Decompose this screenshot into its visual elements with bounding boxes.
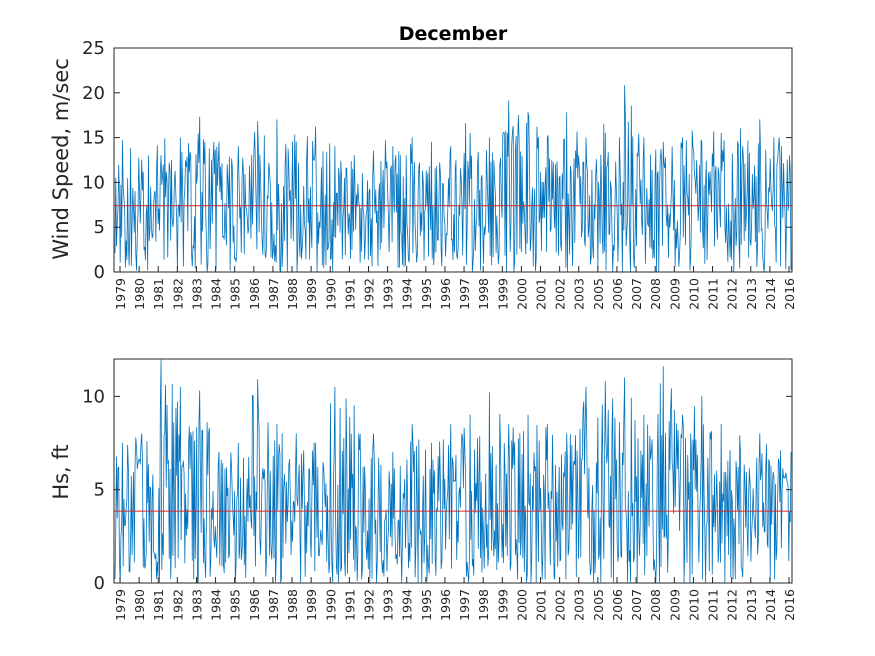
wind-speed-x-tick-label: 1981: [151, 278, 166, 310]
hs-x-tick-label: 1998: [476, 589, 491, 621]
hs-x-tick-label: 2003: [572, 589, 587, 621]
hs-x-tick-label: 2006: [610, 589, 625, 621]
wind-speed-x-tick-label: 2016: [782, 278, 797, 310]
hs-x-tick-label: 1988: [285, 589, 300, 621]
hs-x-tick-label: 2010: [686, 589, 701, 621]
hs-x-tick-label: 2001: [534, 589, 549, 621]
hs-x-tick-label: 1981: [151, 589, 166, 621]
hs-x-tick-label: 2013: [744, 589, 759, 621]
hs-x-tick-label: 1997: [457, 589, 472, 621]
hs-y-tick-label: 5: [94, 480, 105, 501]
hs-x-tick-label: 1980: [132, 589, 147, 621]
hs-x-tick-label: 1990: [323, 589, 338, 621]
wind-speed-y-axis-label: Wind Speed, m/sec: [49, 58, 73, 260]
wind-speed-x-tick-label: 1997: [457, 278, 472, 310]
wind-speed-x-tick-label: 1987: [266, 278, 281, 310]
wind-speed-x-tick-label: 2006: [610, 278, 625, 310]
wind-speed-y-tick-label: 10: [82, 172, 105, 193]
hs-x-tick-label: 1991: [342, 589, 357, 621]
wind-speed-x-tick-label: 1993: [381, 278, 396, 310]
hs-x-tick-label: 2002: [553, 589, 568, 621]
wind-speed-y-ticks: 0 5 10 15 20 25: [82, 38, 792, 283]
hs-y-tick-label: 10: [82, 386, 105, 407]
hs-x-tick-label: 1984: [209, 589, 224, 621]
wind-speed-x-tick-label: 1998: [476, 278, 491, 310]
wind-speed-x-tick-label: 1991: [342, 278, 357, 310]
hs-x-tick-label: 1985: [228, 589, 243, 621]
hs-x-tick-label: 1993: [381, 589, 396, 621]
hs-x-tick-label: 1995: [419, 589, 434, 621]
chart-title: December: [399, 23, 508, 45]
hs-x-tick-label: 1996: [438, 589, 453, 621]
wind-speed-x-tick-label: 2010: [686, 278, 701, 310]
hs-y-tick-label: 0: [94, 573, 105, 594]
wind-speed-x-tick-label: 2011: [706, 278, 721, 310]
wind-speed-y-tick-label: 5: [94, 217, 105, 238]
wind-speed-x-tick-label: 1990: [323, 278, 338, 310]
wind-speed-x-tick-label: 1994: [400, 278, 415, 310]
hs-x-tick-label: 2009: [667, 589, 682, 621]
wind-speed-x-tick-label: 1984: [209, 278, 224, 310]
hs-x-tick-label: 2012: [725, 589, 740, 621]
hs-x-tick-label: 2005: [591, 589, 606, 621]
wind-speed-x-tick-label: 2012: [725, 278, 740, 310]
wave-height-panel: Hs, ft 0 5 10 1979 1980 1981 1982 1983 1984 1985…: [49, 358, 797, 621]
hs-x-tick-label: 1987: [266, 589, 281, 621]
wind-speed-series: [114, 85, 792, 272]
wind-speed-y-tick-label: 0: [94, 262, 105, 283]
wind-speed-x-tick-label: 1988: [285, 278, 300, 310]
hs-x-tick-label: 1979: [113, 589, 128, 621]
wind-speed-x-tick-label: 1980: [132, 278, 147, 310]
hs-x-tick-label: 2014: [763, 589, 778, 621]
wind-speed-x-tick-label: 2007: [629, 278, 644, 310]
wind-speed-y-tick-label: 20: [82, 83, 105, 104]
wind-speed-x-tick-label: 1992: [361, 278, 376, 310]
hs-y-axis-label: Hs, ft: [49, 444, 73, 499]
wind-speed-x-tick-label: 1989: [304, 278, 319, 310]
hs-x-tick-label: 1999: [495, 589, 510, 621]
hs-x-tick-label: 1989: [304, 589, 319, 621]
wind-speed-x-tick-label: 2000: [514, 278, 529, 310]
hs-x-tick-label: 1994: [400, 589, 415, 621]
hs-series: [114, 359, 792, 583]
hs-x-tick-label: 2011: [706, 589, 721, 621]
wind-speed-x-tick-label: 1985: [228, 278, 243, 310]
hs-x-tick-label: 2008: [648, 589, 663, 621]
wind-speed-series-line: [114, 85, 792, 272]
hs-x-tick-label: 2000: [514, 589, 529, 621]
wind-speed-y-tick-label: 15: [82, 128, 105, 149]
hs-x-tick-label: 1982: [170, 589, 185, 621]
wind-speed-x-tick-label: 1996: [438, 278, 453, 310]
wind-speed-y-tick-label: 25: [82, 38, 105, 59]
wind-speed-x-tick-label: 1999: [495, 278, 510, 310]
wind-speed-x-tick-label: 2002: [553, 278, 568, 310]
wind-speed-x-ticks: 1979 1980 1981 1982 1983 1984 1985 1986 1987 1988…: [113, 266, 797, 310]
hs-x-tick-label: 2007: [629, 589, 644, 621]
hs-x-tick-label: 1983: [189, 589, 204, 621]
wind-speed-x-tick-label: 2001: [534, 278, 549, 310]
wind-speed-x-tick-label: 2013: [744, 278, 759, 310]
wind-speed-x-tick-label: 1982: [170, 278, 185, 310]
wind-speed-x-tick-label: 2005: [591, 278, 606, 310]
wind-speed-x-tick-label: 2003: [572, 278, 587, 310]
hs-axes-box: [113, 358, 793, 584]
hs-series-line: [114, 359, 792, 583]
wind-speed-axes-box: [113, 47, 793, 273]
wind-speed-x-tick-label: 2014: [763, 278, 778, 310]
wind-speed-x-tick-label: 1983: [189, 278, 204, 310]
wind-speed-x-tick-label: 1986: [247, 278, 262, 310]
hs-x-tick-label: 2016: [782, 589, 797, 621]
wind-speed-x-tick-label: 1995: [419, 278, 434, 310]
wind-speed-x-tick-label: 2009: [667, 278, 682, 310]
hs-x-tick-label: 1986: [247, 589, 262, 621]
wind-speed-panel: December Wind Speed, m/sec 0 5 10 15 20 25 19…: [49, 23, 797, 310]
hs-x-tick-label: 1992: [361, 589, 376, 621]
hs-y-ticks: 0 5 10: [82, 386, 792, 594]
wind-speed-x-tick-label: 2008: [648, 278, 663, 310]
wind-speed-x-tick-label: 1979: [113, 278, 128, 310]
hs-x-ticks: 1979 1980 1981 1982 1983 1984 1985 1986 1987 1988…: [113, 577, 797, 621]
